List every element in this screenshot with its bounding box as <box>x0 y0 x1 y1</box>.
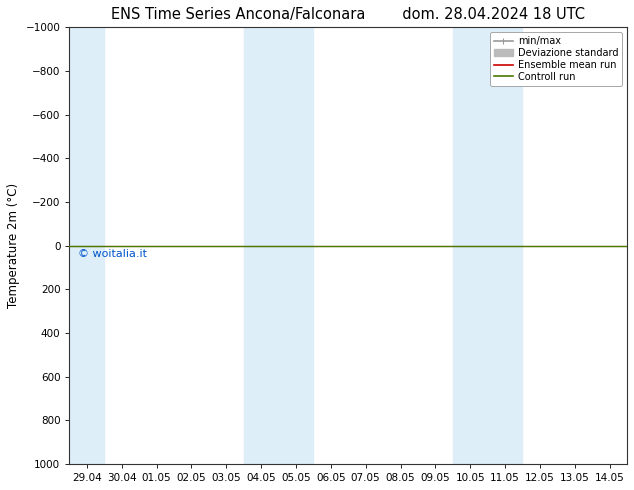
Bar <box>69 27 104 464</box>
Bar <box>453 27 488 464</box>
Y-axis label: Temperature 2m (°C): Temperature 2m (°C) <box>7 183 20 308</box>
Bar <box>243 27 278 464</box>
Bar <box>488 27 522 464</box>
Bar <box>278 27 313 464</box>
Legend: min/max, Deviazione standard, Ensemble mean run, Controll run: min/max, Deviazione standard, Ensemble m… <box>489 32 622 86</box>
Title: ENS Time Series Ancona/Falconara        dom. 28.04.2024 18 UTC: ENS Time Series Ancona/Falconara dom. 28… <box>111 7 585 22</box>
Text: © woitalia.it: © woitalia.it <box>78 249 146 259</box>
